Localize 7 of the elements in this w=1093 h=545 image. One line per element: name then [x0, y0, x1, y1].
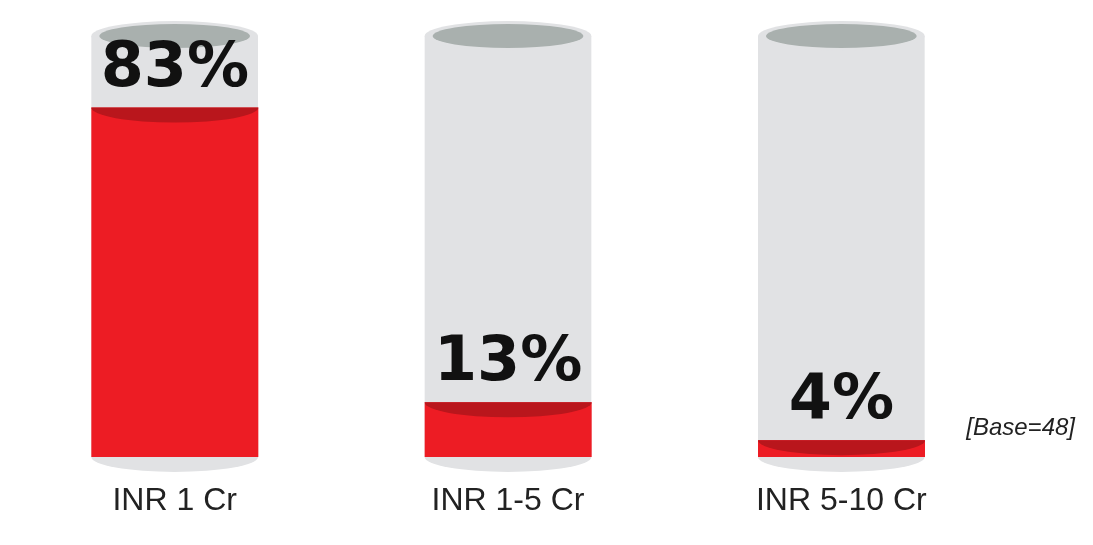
- x-tick-label: INR 1-5 Cr: [431, 480, 585, 517]
- x-tick-label: INR 5-10 Cr: [755, 480, 928, 517]
- annotation: [Base=48]: [966, 413, 1075, 441]
- data-label: 83%: [100, 27, 250, 101]
- data-label: 13%: [433, 322, 583, 396]
- x-tick-label: INR 1 Cr: [112, 480, 238, 517]
- data-label: 4%: [788, 360, 895, 434]
